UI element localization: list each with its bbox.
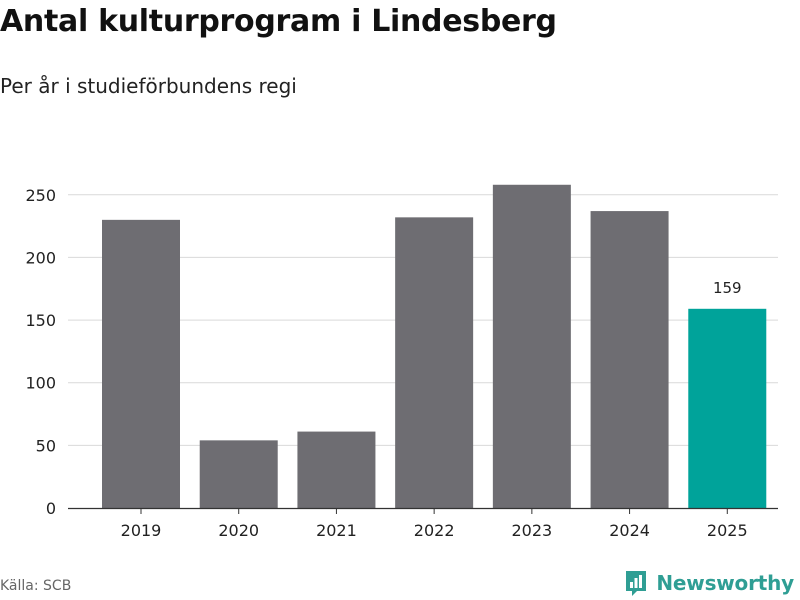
bar-2025 (688, 308, 767, 508)
bar-2022 (395, 217, 474, 509)
y-tick-label: 150 (25, 311, 56, 330)
y-tick-label: 0 (46, 499, 56, 518)
x-tick-label: 2020 (218, 521, 259, 540)
newsworthy-logo-icon (626, 571, 647, 596)
y-tick-label: 100 (25, 374, 56, 393)
x-tick-label: 2025 (707, 521, 748, 540)
bar-2019 (102, 219, 180, 508)
brand-logo: Newsworthy (624, 569, 794, 597)
bar-2023 (492, 184, 571, 508)
bar-2021 (297, 431, 376, 508)
x-tick-label: 2023 (511, 521, 552, 540)
bar-2024 (590, 211, 669, 509)
chart-title: Antal kulturprogram i Lindesberg (0, 4, 557, 39)
y-tick-label: 50 (36, 436, 56, 455)
y-tick-label: 200 (25, 248, 56, 267)
x-tick-label: 2024 (609, 521, 650, 540)
bar-2020 (199, 440, 278, 508)
x-tick-label: 2022 (414, 521, 455, 540)
source-note: Källa: SCB (0, 578, 72, 594)
y-tick-label: 250 (25, 186, 56, 205)
x-tick-label: 2019 (121, 521, 162, 540)
data-label: 159 (713, 279, 742, 297)
brand-name: Newsworthy (656, 571, 794, 595)
chart-subtitle: Per år i studieförbundens regi (0, 74, 297, 98)
x-tick-label: 2021 (316, 521, 357, 540)
